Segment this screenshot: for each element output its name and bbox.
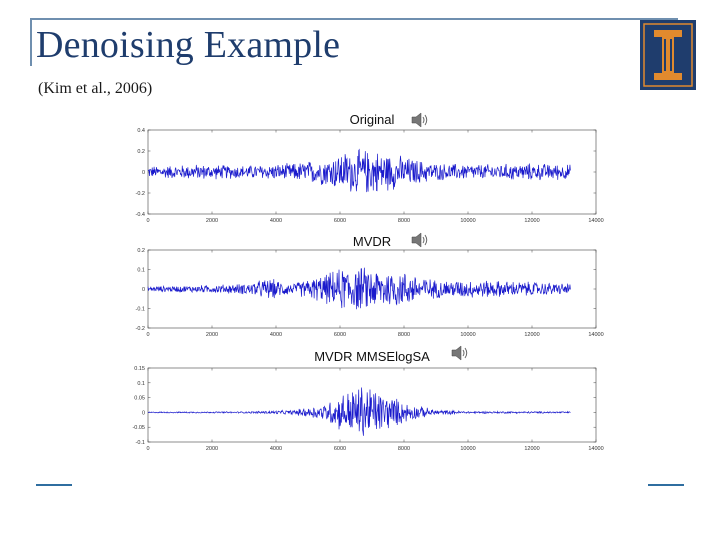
x-tick-label: 0	[146, 218, 149, 224]
y-tick-label: -0.1	[136, 440, 145, 446]
title-frame-left-rule	[30, 18, 32, 66]
speaker-wave	[422, 236, 425, 244]
x-tick-label: 4000	[270, 332, 282, 338]
speaker-icon	[451, 345, 468, 361]
speaker-icon	[411, 232, 428, 248]
speaker-body	[451, 345, 462, 361]
slide-subtitle: (Kim et al., 2006)	[38, 80, 153, 97]
y-tick-label: -0.05	[132, 425, 145, 431]
title-frame-top-rule	[30, 18, 678, 20]
speaker-wave	[422, 116, 425, 124]
slide-title: Denoising Example	[36, 24, 341, 66]
x-tick-label: 12000	[524, 218, 539, 224]
x-tick-label: 6000	[334, 218, 346, 224]
speaker-wave	[424, 234, 428, 246]
speaker-wave	[464, 347, 468, 359]
x-tick-label: 0	[146, 446, 149, 452]
speaker-body	[411, 112, 422, 128]
chart-panel-2: MVDR 0 2000 4000 6000 8000 10000 12000 14000 -0.2…	[136, 232, 604, 338]
x-tick-label: 14000	[588, 218, 603, 224]
x-tick-label: 0	[146, 332, 149, 338]
x-tick-label: 6000	[334, 446, 346, 452]
y-tick-label: 0	[142, 410, 145, 416]
y-tick-label: 0.4	[137, 128, 145, 134]
y-tick-label: -0.2	[136, 191, 145, 197]
y-tick-label: 0.1	[137, 381, 145, 387]
plot-title: Original	[350, 112, 395, 127]
x-tick-label: 6000	[334, 332, 346, 338]
x-tick-label: 8000	[398, 218, 410, 224]
x-tick-label: 2000	[206, 446, 218, 452]
signal-waveform	[147, 387, 571, 436]
speaker-wave	[424, 114, 428, 126]
x-tick-label: 2000	[206, 218, 218, 224]
x-tick-label: 4000	[270, 218, 282, 224]
x-tick-label: 10000	[460, 218, 475, 224]
footer-rule-right	[648, 484, 684, 486]
x-tick-label: 8000	[398, 332, 410, 338]
x-tick-label: 14000	[588, 446, 603, 452]
university-logo	[640, 20, 696, 90]
x-tick-label: 4000	[270, 446, 282, 452]
x-tick-label: 8000	[398, 446, 410, 452]
x-tick-label: 14000	[588, 332, 603, 338]
x-tick-label: 10000	[460, 332, 475, 338]
x-tick-label: 12000	[524, 332, 539, 338]
x-tick-label: 12000	[524, 446, 539, 452]
signal-waveform	[147, 148, 571, 193]
y-tick-label: 0.05	[134, 396, 145, 402]
speaker-body	[411, 232, 422, 248]
y-tick-label: 0.2	[137, 248, 145, 254]
y-tick-label: -0.4	[136, 212, 145, 218]
signal-waveform	[147, 267, 571, 310]
speaker-icon	[411, 112, 428, 128]
y-tick-label: 0.1	[137, 268, 145, 274]
y-tick-label: 0.2	[137, 149, 145, 155]
speaker-wave	[462, 349, 465, 357]
y-tick-label: 0	[142, 170, 145, 176]
plot-title: MVDR	[353, 234, 391, 249]
y-tick-label: 0	[142, 287, 145, 293]
y-tick-label: -0.1	[136, 307, 145, 313]
footer-rule-left	[36, 484, 72, 486]
x-tick-label: 10000	[460, 446, 475, 452]
plot-area	[147, 367, 597, 443]
x-tick-label: 2000	[206, 332, 218, 338]
y-tick-label: -0.2	[136, 326, 145, 332]
plot-title: MVDR MMSElogSA	[314, 349, 430, 364]
chart-panel-3: MVDR MMSElogSA 0 2000 4000 6000 8000 10000 1200…	[132, 345, 604, 452]
chart-panel-1: Original 0 2000 4000 6000 8000 10000 12000 14000…	[136, 112, 604, 224]
y-tick-label: 0.15	[134, 366, 145, 372]
